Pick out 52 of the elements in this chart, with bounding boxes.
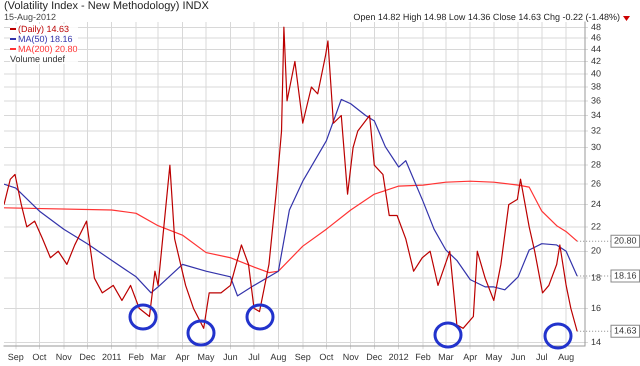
y-tick-label: 44 — [591, 44, 602, 54]
y-tick-label: 14 — [591, 337, 602, 348]
x-tick-label: Sep — [8, 352, 24, 362]
x-tick-label: Dec — [366, 352, 383, 362]
y-tick-label: 40 — [591, 68, 602, 78]
legend-label: (Daily) 14.63 — [17, 24, 70, 34]
x-tick-label: Feb — [128, 352, 144, 362]
x-tick-label: Apr — [463, 352, 478, 362]
y-tick-label: 48 — [591, 22, 602, 32]
y-tick-label: 16 — [591, 302, 602, 313]
annotation: 18.16 — [614, 270, 637, 280]
x-tick-label: Jun — [510, 352, 526, 362]
x-tick-label: Jul — [248, 352, 260, 362]
legend-label: MA(200) 20.80 — [17, 44, 78, 54]
x-tick-label: May — [485, 352, 503, 362]
y-tick-label: 24 — [591, 199, 602, 210]
annotation: Volume undef — [10, 54, 66, 64]
x-tick-label: May — [198, 352, 216, 362]
annotation: 20.80 — [614, 236, 637, 246]
x-tick-label: Jun — [223, 352, 238, 362]
y-tick-label: 42 — [591, 56, 602, 66]
x-tick-label: Apr — [175, 352, 190, 362]
x-tick-label: 2012 — [388, 352, 409, 362]
annotation: 14.63 — [614, 326, 637, 336]
legend-label: MA(50) 18.16 — [17, 34, 74, 44]
y-tick-label: 26 — [591, 178, 602, 189]
chart-title: (Volatility Index - New Methodology) INDX — [4, 0, 209, 12]
y-tick-label: 34 — [591, 110, 602, 120]
x-tick-label: Jul — [536, 352, 548, 362]
y-tick-label: 20 — [591, 246, 602, 256]
x-tick-label: 2011 — [102, 352, 122, 362]
x-tick-label: Aug — [558, 352, 574, 362]
x-tick-label: Nov — [56, 352, 72, 362]
y-tick-label: 22 — [591, 221, 602, 232]
x-tick-label: Nov — [342, 352, 360, 362]
x-tick-label: Dec — [79, 352, 96, 362]
y-tick-label: 46 — [591, 32, 602, 43]
chart-subtitle: 15-Aug-2012 — [4, 12, 56, 22]
x-tick-label: Oct — [319, 352, 334, 362]
y-tick-label: 18 — [591, 272, 602, 283]
x-tick-label: Mar — [438, 352, 454, 362]
x-tick-label: Oct — [32, 352, 47, 362]
x-tick-label: Sep — [294, 352, 311, 362]
y-tick-label: 36 — [591, 95, 602, 106]
y-tick-label: 30 — [591, 142, 602, 152]
x-tick-label: Mar — [150, 352, 166, 362]
text: Open 14.82 High 14.98 Low 14.36 Close 14.63 Chg -0.22 (-1.48%) — [353, 12, 620, 22]
x-tick-label: Feb — [415, 352, 431, 362]
x-tick-label: Aug — [270, 352, 286, 362]
y-tick-label: 38 — [591, 82, 602, 92]
y-tick-label: 32 — [591, 126, 602, 136]
y-tick-label: 28 — [591, 160, 602, 170]
